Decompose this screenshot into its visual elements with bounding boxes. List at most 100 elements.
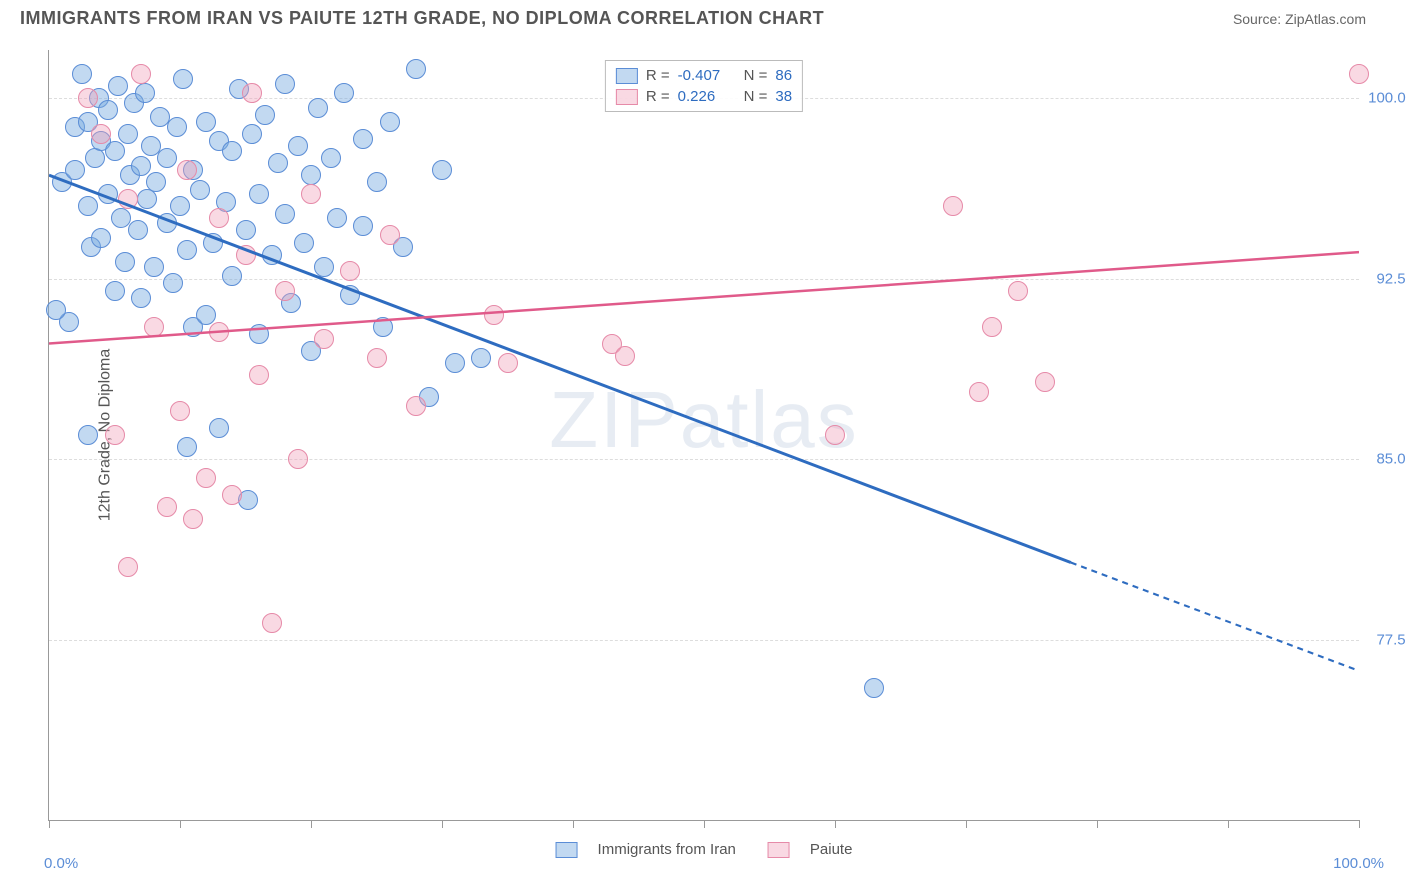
data-point-paiute: [484, 305, 504, 325]
data-point-iran: [173, 69, 193, 89]
watermark-text: ZIPatlas: [549, 374, 858, 466]
r-label: R =: [646, 88, 670, 105]
legend-row-iran: R = -0.407 N = 86: [616, 65, 792, 86]
data-point-iran: [334, 83, 354, 103]
data-point-iran: [373, 317, 393, 337]
data-point-iran: [78, 425, 98, 445]
data-point-paiute: [406, 396, 426, 416]
data-point-iran: [353, 129, 373, 149]
x-tick: [966, 820, 967, 828]
n-label: N =: [744, 67, 768, 84]
x-axis-min-label: 0.0%: [44, 855, 78, 872]
data-point-paiute: [144, 317, 164, 337]
data-point-paiute: [615, 346, 635, 366]
x-tick: [704, 820, 705, 828]
data-point-iran: [190, 180, 210, 200]
data-point-paiute: [262, 613, 282, 633]
n-label: N =: [744, 88, 768, 105]
data-point-iran: [105, 281, 125, 301]
data-point-paiute: [1008, 281, 1028, 301]
data-point-iran: [118, 124, 138, 144]
data-point-iran: [864, 678, 884, 698]
data-point-paiute: [118, 189, 138, 209]
data-point-paiute: [196, 468, 216, 488]
data-point-paiute: [498, 353, 518, 373]
y-tick-label: 100.0%: [1368, 90, 1406, 107]
x-tick: [835, 820, 836, 828]
data-point-paiute: [118, 557, 138, 577]
data-point-paiute: [982, 317, 1002, 337]
data-point-iran: [115, 252, 135, 272]
data-point-paiute: [825, 425, 845, 445]
trend-lines: [49, 50, 1359, 820]
data-point-iran: [98, 100, 118, 120]
r-value-iran: -0.407: [678, 67, 728, 84]
data-point-paiute: [340, 261, 360, 281]
legend-label-paiute: Paiute: [810, 841, 853, 858]
data-point-iran: [177, 240, 197, 260]
data-point-iran: [135, 83, 155, 103]
y-tick-label: 92.5%: [1376, 270, 1406, 287]
data-point-paiute: [157, 497, 177, 517]
data-point-iran: [249, 324, 269, 344]
data-point-iran: [196, 112, 216, 132]
data-point-iran: [163, 273, 183, 293]
data-point-iran: [91, 228, 111, 248]
data-point-iran: [367, 172, 387, 192]
data-point-paiute: [91, 124, 111, 144]
series-legend: Immigrants from Iran Paiute: [556, 841, 853, 858]
data-point-iran: [301, 165, 321, 185]
data-point-iran: [131, 156, 151, 176]
data-point-iran: [209, 418, 229, 438]
y-tick-label: 85.0%: [1376, 451, 1406, 468]
data-point-paiute: [236, 245, 256, 265]
legend-swatch-paiute: [616, 89, 638, 105]
x-tick: [1228, 820, 1229, 828]
data-point-iran: [314, 257, 334, 277]
data-point-iran: [275, 204, 295, 224]
data-point-iran: [353, 216, 373, 236]
data-point-iran: [128, 220, 148, 240]
correlation-legend: R = -0.407 N = 86 R = 0.226 N = 38: [605, 60, 803, 112]
data-point-iran: [308, 98, 328, 118]
data-point-iran: [105, 141, 125, 161]
data-point-iran: [268, 153, 288, 173]
data-point-iran: [98, 184, 118, 204]
data-point-paiute: [1349, 64, 1369, 84]
data-point-iran: [406, 59, 426, 79]
x-tick: [573, 820, 574, 828]
x-tick: [49, 820, 50, 828]
data-point-iran: [275, 74, 295, 94]
data-point-iran: [327, 208, 347, 228]
r-label: R =: [646, 67, 670, 84]
data-point-paiute: [222, 485, 242, 505]
data-point-iran: [170, 196, 190, 216]
x-tick: [1097, 820, 1098, 828]
data-point-iran: [242, 124, 262, 144]
data-point-paiute: [275, 281, 295, 301]
grid-line: [49, 279, 1359, 280]
legend-swatch-paiute-icon: [768, 842, 790, 858]
x-tick: [311, 820, 312, 828]
data-point-iran: [157, 213, 177, 233]
legend-row-paiute: R = 0.226 N = 38: [616, 86, 792, 107]
data-point-iran: [222, 266, 242, 286]
data-point-iran: [321, 148, 341, 168]
data-point-iran: [255, 105, 275, 125]
data-point-iran: [249, 184, 269, 204]
data-point-iran: [167, 117, 187, 137]
data-point-paiute: [183, 509, 203, 529]
grid-line: [49, 459, 1359, 460]
data-point-paiute: [177, 160, 197, 180]
data-point-iran: [65, 160, 85, 180]
data-point-paiute: [943, 196, 963, 216]
r-value-paiute: 0.226: [678, 88, 728, 105]
data-point-iran: [380, 112, 400, 132]
data-point-iran: [196, 305, 216, 325]
data-point-paiute: [367, 348, 387, 368]
grid-line: [49, 640, 1359, 641]
data-point-iran: [157, 148, 177, 168]
data-point-iran: [471, 348, 491, 368]
x-tick: [180, 820, 181, 828]
data-point-iran: [144, 257, 164, 277]
